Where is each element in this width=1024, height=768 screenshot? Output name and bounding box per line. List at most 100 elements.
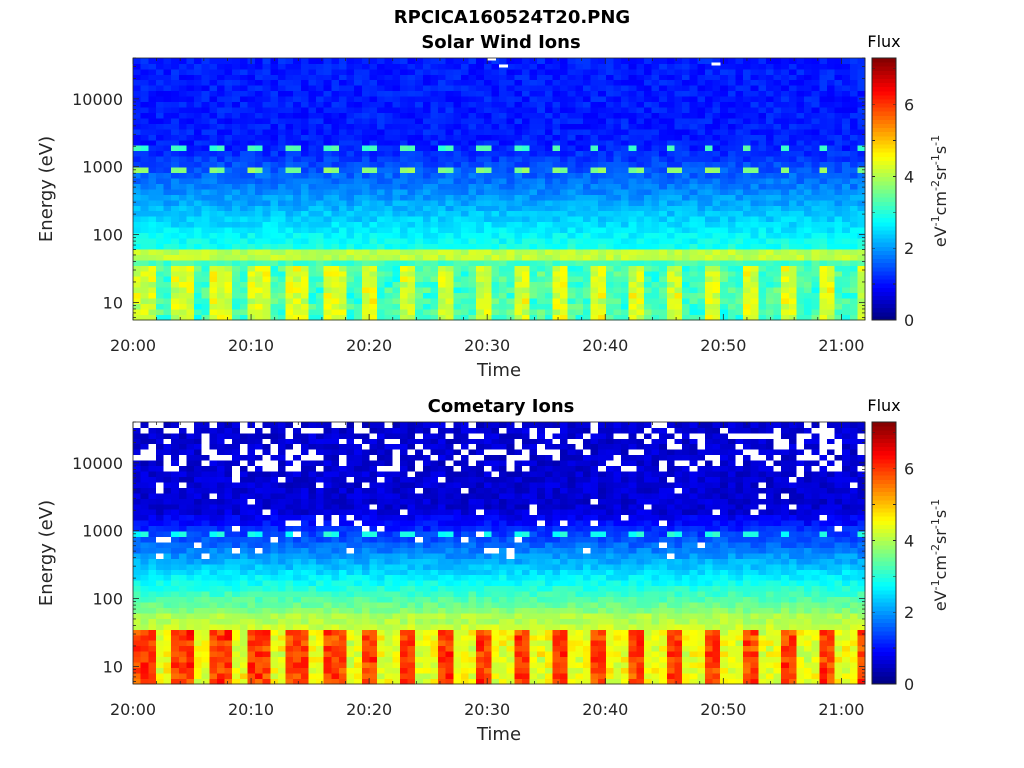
colorbar-swatch bbox=[872, 225, 896, 231]
heatmap-cell bbox=[628, 314, 637, 321]
heatmap-cell bbox=[743, 287, 752, 294]
heatmap-cell bbox=[445, 221, 454, 228]
heatmap-cell bbox=[491, 139, 500, 146]
heatmap-cell bbox=[178, 58, 187, 64]
heatmap-cell bbox=[735, 178, 744, 184]
heatmap-cell bbox=[407, 172, 416, 179]
heatmap-cell bbox=[445, 150, 454, 157]
heatmap-cell bbox=[575, 210, 584, 217]
heatmap-cell bbox=[468, 199, 477, 206]
heatmap-cell bbox=[369, 259, 378, 266]
heatmap-cell bbox=[255, 178, 264, 184]
heatmap-cell bbox=[163, 303, 172, 310]
heatmap-cell bbox=[499, 85, 508, 92]
heatmap-cell bbox=[621, 150, 630, 157]
heatmap-cell bbox=[155, 156, 164, 163]
heatmap-cell bbox=[316, 287, 325, 294]
heatmap-cell bbox=[826, 281, 835, 288]
heatmap-cell bbox=[293, 249, 302, 255]
heatmap-cell bbox=[720, 139, 729, 146]
heatmap-cell bbox=[133, 634, 142, 641]
heatmap-cell bbox=[796, 298, 805, 305]
heatmap-cell bbox=[758, 128, 767, 135]
heatmap-cell bbox=[323, 243, 332, 250]
heatmap-cell bbox=[331, 309, 340, 315]
heatmap-cell bbox=[842, 112, 851, 119]
heatmap-cell bbox=[201, 161, 210, 168]
heatmap-cell bbox=[140, 265, 149, 272]
heatmap-cell bbox=[636, 199, 645, 206]
heatmap-cell bbox=[270, 249, 279, 255]
heatmap-cell bbox=[178, 156, 187, 163]
heatmap-cell bbox=[682, 254, 691, 261]
heatmap-cell bbox=[689, 145, 698, 152]
heatmap-cell bbox=[453, 243, 462, 250]
heatmap-cell bbox=[697, 139, 706, 146]
heatmap-cell bbox=[422, 210, 431, 217]
heatmap-cell bbox=[537, 210, 546, 217]
heatmap-cell bbox=[636, 205, 645, 212]
heatmap-cell bbox=[468, 172, 477, 179]
heatmap-cell bbox=[399, 139, 408, 146]
heatmap-cell bbox=[598, 265, 607, 272]
heatmap-cell bbox=[483, 298, 492, 305]
heatmap-cell bbox=[514, 227, 523, 234]
heatmap-cell bbox=[453, 85, 462, 92]
heatmap-cell bbox=[148, 580, 157, 587]
heatmap-cell bbox=[521, 221, 530, 228]
heatmap-cell bbox=[750, 281, 759, 288]
heatmap-cell bbox=[201, 292, 210, 299]
heatmap-cell bbox=[308, 85, 317, 92]
heatmap-cell bbox=[826, 238, 835, 244]
heatmap-cell bbox=[628, 276, 637, 283]
heatmap-cell bbox=[316, 238, 325, 244]
heatmap-cell bbox=[499, 259, 508, 266]
heatmap-cell bbox=[758, 189, 767, 195]
heatmap-cell bbox=[842, 79, 851, 86]
heatmap-cell bbox=[133, 591, 142, 598]
heatmap-cell bbox=[460, 107, 469, 113]
heatmap-cell bbox=[216, 128, 225, 135]
heatmap-cell bbox=[354, 172, 363, 179]
heatmap-cell bbox=[422, 243, 431, 250]
heatmap-cell bbox=[689, 194, 698, 201]
heatmap-cell bbox=[194, 183, 203, 190]
heatmap-cell bbox=[140, 276, 149, 283]
heatmap-cell bbox=[682, 107, 691, 113]
heatmap-cell bbox=[666, 303, 675, 310]
heatmap-cell bbox=[445, 205, 454, 212]
heatmap-cell bbox=[247, 292, 256, 299]
heatmap-cell bbox=[171, 281, 180, 288]
heatmap-cell bbox=[133, 287, 142, 294]
heatmap-cell bbox=[476, 309, 485, 315]
heatmap-cell bbox=[849, 90, 858, 97]
heatmap-cell bbox=[209, 96, 218, 103]
heatmap-cell bbox=[232, 265, 241, 272]
heatmap-cell bbox=[750, 145, 759, 152]
heatmap-cell bbox=[438, 243, 447, 250]
heatmap-cell bbox=[155, 249, 164, 255]
heatmap-cell bbox=[453, 276, 462, 283]
heatmap-cell bbox=[834, 292, 843, 299]
heatmap-cell bbox=[643, 161, 652, 168]
heatmap-cell bbox=[285, 90, 294, 97]
heatmap-cell bbox=[285, 96, 294, 103]
heatmap-cell bbox=[682, 58, 691, 64]
heatmap-cell bbox=[834, 249, 843, 255]
heatmap-cell bbox=[133, 547, 142, 554]
heatmap-cell bbox=[262, 303, 271, 310]
heatmap-cell bbox=[140, 623, 149, 630]
heatmap-cell bbox=[727, 309, 736, 315]
heatmap-cell bbox=[499, 145, 508, 152]
heatmap-cell bbox=[689, 85, 698, 92]
heatmap-cell bbox=[819, 216, 828, 223]
heatmap-cell bbox=[239, 298, 248, 305]
heatmap-cell bbox=[796, 156, 805, 163]
heatmap-cell bbox=[216, 243, 225, 250]
heatmap-cell bbox=[300, 167, 309, 174]
heatmap-cell bbox=[476, 79, 485, 86]
heatmap-cell bbox=[727, 107, 736, 113]
y-tick-label: 1000 bbox=[82, 158, 123, 177]
heatmap-cell bbox=[438, 259, 447, 266]
heatmap-cell bbox=[453, 303, 462, 310]
